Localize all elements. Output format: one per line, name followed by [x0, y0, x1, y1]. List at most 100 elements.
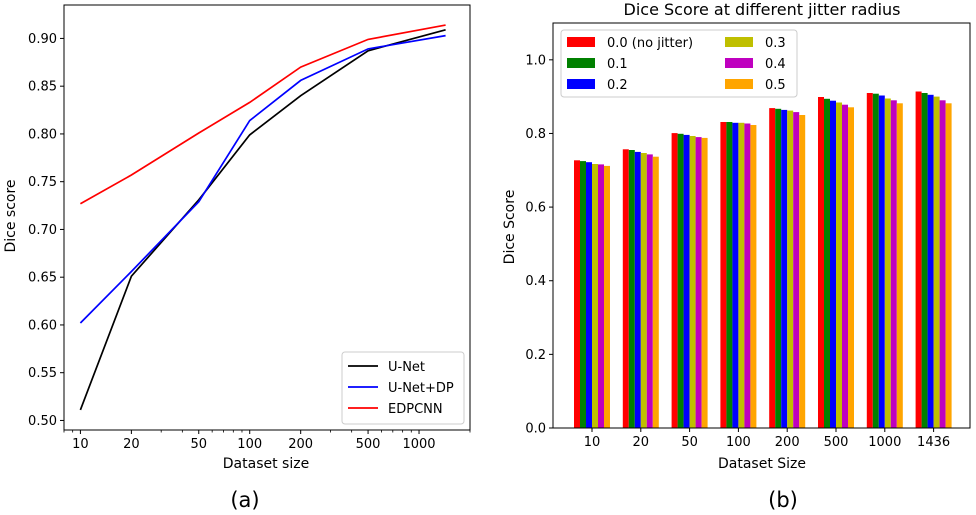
bar [598, 164, 604, 428]
bar [628, 150, 635, 428]
bar [848, 107, 854, 429]
bar [884, 98, 891, 428]
bar [890, 100, 897, 429]
bar [921, 93, 928, 428]
bar [689, 136, 696, 428]
panel-b-legend: 0.0 (no jitter) 0.1 0.2 0.3 0.4 0.5 [560, 29, 798, 98]
x-tick-label: 20 [633, 435, 650, 450]
panel-a-ylabel: Dice score [3, 179, 19, 252]
y-tick-label: 0.4 [525, 274, 546, 289]
series-line-u-net [79, 28, 446, 411]
panel-b-bar-chart: Dice Score at different jitter radius 0.… [502, 0, 971, 512]
x-tick-label: 500 [824, 435, 849, 450]
bar [592, 164, 598, 428]
x-tick-label: 1436 [917, 435, 950, 450]
legend-label: U-Net+DP [388, 381, 454, 396]
bar [604, 165, 610, 428]
panel-a-legend: U-Net U-Net+DP EDPCNN [341, 351, 465, 425]
y-tick-label: 0.6 [525, 201, 546, 216]
bar [836, 102, 842, 428]
panel-b-title: Dice Score at different jitter radius [624, 0, 901, 19]
bar [732, 122, 739, 429]
panel-b-xlabel: Dataset Size [718, 456, 806, 472]
legend-label: EDPCNN [388, 402, 443, 417]
x-tick-label: 1000 [402, 437, 435, 452]
legend-label: 0.0 (no jitter) [607, 36, 693, 51]
bar [775, 108, 782, 429]
bar [750, 125, 757, 428]
y-tick-label: 0.60 [28, 318, 57, 333]
bar [878, 95, 885, 428]
bar [933, 96, 940, 428]
legend-label: 0.2 [607, 78, 628, 93]
x-tick-label: 100 [237, 437, 262, 452]
y-tick-label: 1.0 [525, 53, 546, 68]
y-tick-label: 0.75 [28, 175, 57, 190]
legend-label: 0.4 [765, 57, 786, 72]
bar [799, 115, 806, 428]
bar [586, 162, 592, 428]
series-line-u-net-dp [79, 34, 446, 324]
panel-a-plot-area: 0.50 0.55 0.60 0.65 0.70 0.75 0.80 0.85 0.90 10 20… [28, 4, 471, 452]
panel-b-plot-area: 0.0 0.2 0.4 0.6 0.8 1.0 10 20 50 100 200 500 1000 143… [525, 22, 971, 450]
panel-b-ylabel: Dice Score [502, 190, 518, 265]
bar [927, 94, 934, 429]
bar [866, 93, 873, 428]
bar [787, 110, 794, 428]
series-line-edpcnn [79, 24, 446, 205]
bar [646, 154, 653, 428]
x-tick-label: 500 [356, 437, 381, 452]
bar [683, 134, 690, 428]
x-tick-label: 200 [288, 437, 313, 452]
bar [640, 153, 647, 428]
bar [830, 100, 836, 428]
x-tick-label: 20 [123, 437, 140, 452]
panel-b-axes-frame [552, 22, 971, 429]
bar [580, 161, 586, 428]
bar [896, 103, 903, 429]
x-tick-label: 50 [681, 435, 698, 450]
bar [793, 112, 800, 428]
bar [842, 104, 848, 428]
bar [945, 103, 952, 429]
x-tick-label: 100 [726, 435, 751, 450]
bar [769, 108, 776, 428]
y-tick-label: 0.0 [525, 422, 546, 437]
panel-b-label: (b) [768, 488, 798, 512]
y-tick-label: 0.2 [525, 348, 546, 363]
bar [915, 91, 922, 428]
bar [872, 93, 879, 428]
x-tick-label: 200 [775, 435, 800, 450]
bar [939, 100, 946, 429]
legend-box [341, 351, 465, 425]
y-tick-label: 0.85 [28, 80, 57, 95]
y-tick-label: 0.8 [525, 127, 546, 142]
y-tick-label: 0.90 [28, 32, 57, 47]
bar [701, 137, 708, 428]
y-tick-label: 0.80 [28, 127, 57, 142]
bar [781, 109, 788, 429]
bar [634, 151, 641, 428]
bar [574, 160, 580, 429]
x-tick-label: 1000 [868, 435, 901, 450]
bar [695, 137, 702, 428]
panel-a-label: (a) [230, 488, 259, 512]
legend-swatch [567, 37, 595, 47]
y-tick-label: 0.50 [28, 414, 57, 429]
legend-label: 0.3 [765, 36, 786, 51]
panel-a-xlabel: Dataset size [223, 456, 309, 472]
y-tick-label: 0.65 [28, 271, 57, 286]
bar [671, 133, 678, 428]
legend-label: 0.5 [765, 78, 786, 93]
panel-a-line-chart: 0.50 0.55 0.60 0.65 0.70 0.75 0.80 0.85 0.90 10 20… [3, 4, 471, 512]
bar [744, 123, 751, 428]
legend-swatch [567, 58, 595, 68]
legend-swatch [725, 79, 753, 89]
panel-a-axes-frame [63, 4, 471, 431]
bar [720, 122, 727, 428]
bar [824, 98, 830, 429]
bar [738, 122, 745, 429]
legend-label: 0.1 [607, 57, 628, 72]
bar [622, 149, 629, 429]
